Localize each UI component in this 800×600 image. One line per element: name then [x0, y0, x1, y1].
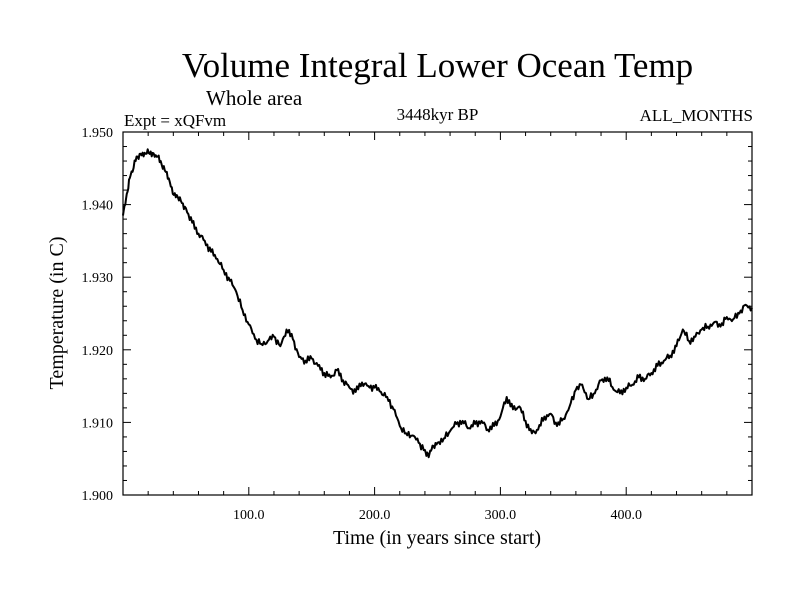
series-line: [122, 148, 753, 459]
x-tick-label: 400.0: [610, 508, 642, 523]
y-tick-label: 1.910: [82, 416, 114, 431]
axis-tick-labels: 100.0 200.0 300.0 400.0 1.900 1.910 1.920 1.930…: [82, 126, 642, 523]
y-tick-label: 1.940: [82, 199, 114, 214]
x-tick-label: 300.0: [485, 508, 517, 523]
y-tick-label: 1.920: [82, 344, 114, 359]
x-tick-label: 200.0: [359, 508, 391, 523]
y-tick-label: 1.950: [82, 126, 114, 141]
y-tick-label: 1.930: [82, 271, 114, 286]
chart-subtitle: Whole area: [206, 86, 303, 110]
chart-title: Volume Integral Lower Ocean Temp: [181, 46, 694, 85]
x-tick-label: 100.0: [233, 508, 265, 523]
y-axis-title: Temperature (in C): [46, 237, 68, 390]
experiment-label: Expt = xQFvm: [124, 111, 227, 130]
period-label: 3448kyr BP: [396, 105, 479, 124]
x-axis-title: Time (in years since start): [333, 527, 541, 549]
plot-frame: [122, 131, 753, 496]
y-tick-label: 1.900: [82, 489, 114, 504]
months-label: ALL_MONTHS: [639, 106, 753, 125]
axis-ticks: [122, 131, 753, 496]
